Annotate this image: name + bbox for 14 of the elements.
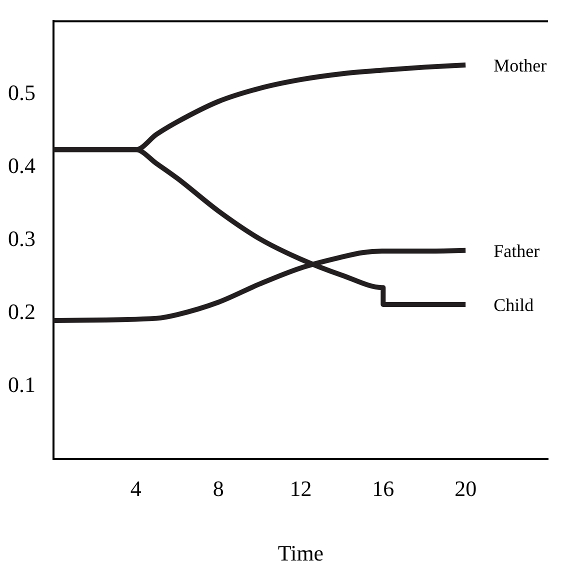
y-tick-label: 0.3 [8, 226, 36, 251]
y-tick-label: 0.2 [8, 298, 36, 324]
y-tick-label: 0.4 [8, 152, 36, 178]
x-tick-label: 8 [212, 476, 224, 502]
y-tick-label: 0.5 [8, 80, 36, 105]
series-label: Child [494, 295, 534, 316]
x-tick-label: 20 [454, 476, 477, 502]
series-label: Father [494, 241, 540, 262]
x-tick-label: 4 [130, 476, 142, 502]
x-tick-label: 12 [290, 476, 312, 502]
x-axis-title: Time [278, 540, 324, 566]
x-tick-label: 16 [372, 476, 394, 502]
series-label: Mother [494, 56, 547, 76]
y-tick-label: 0.1 [8, 372, 36, 397]
